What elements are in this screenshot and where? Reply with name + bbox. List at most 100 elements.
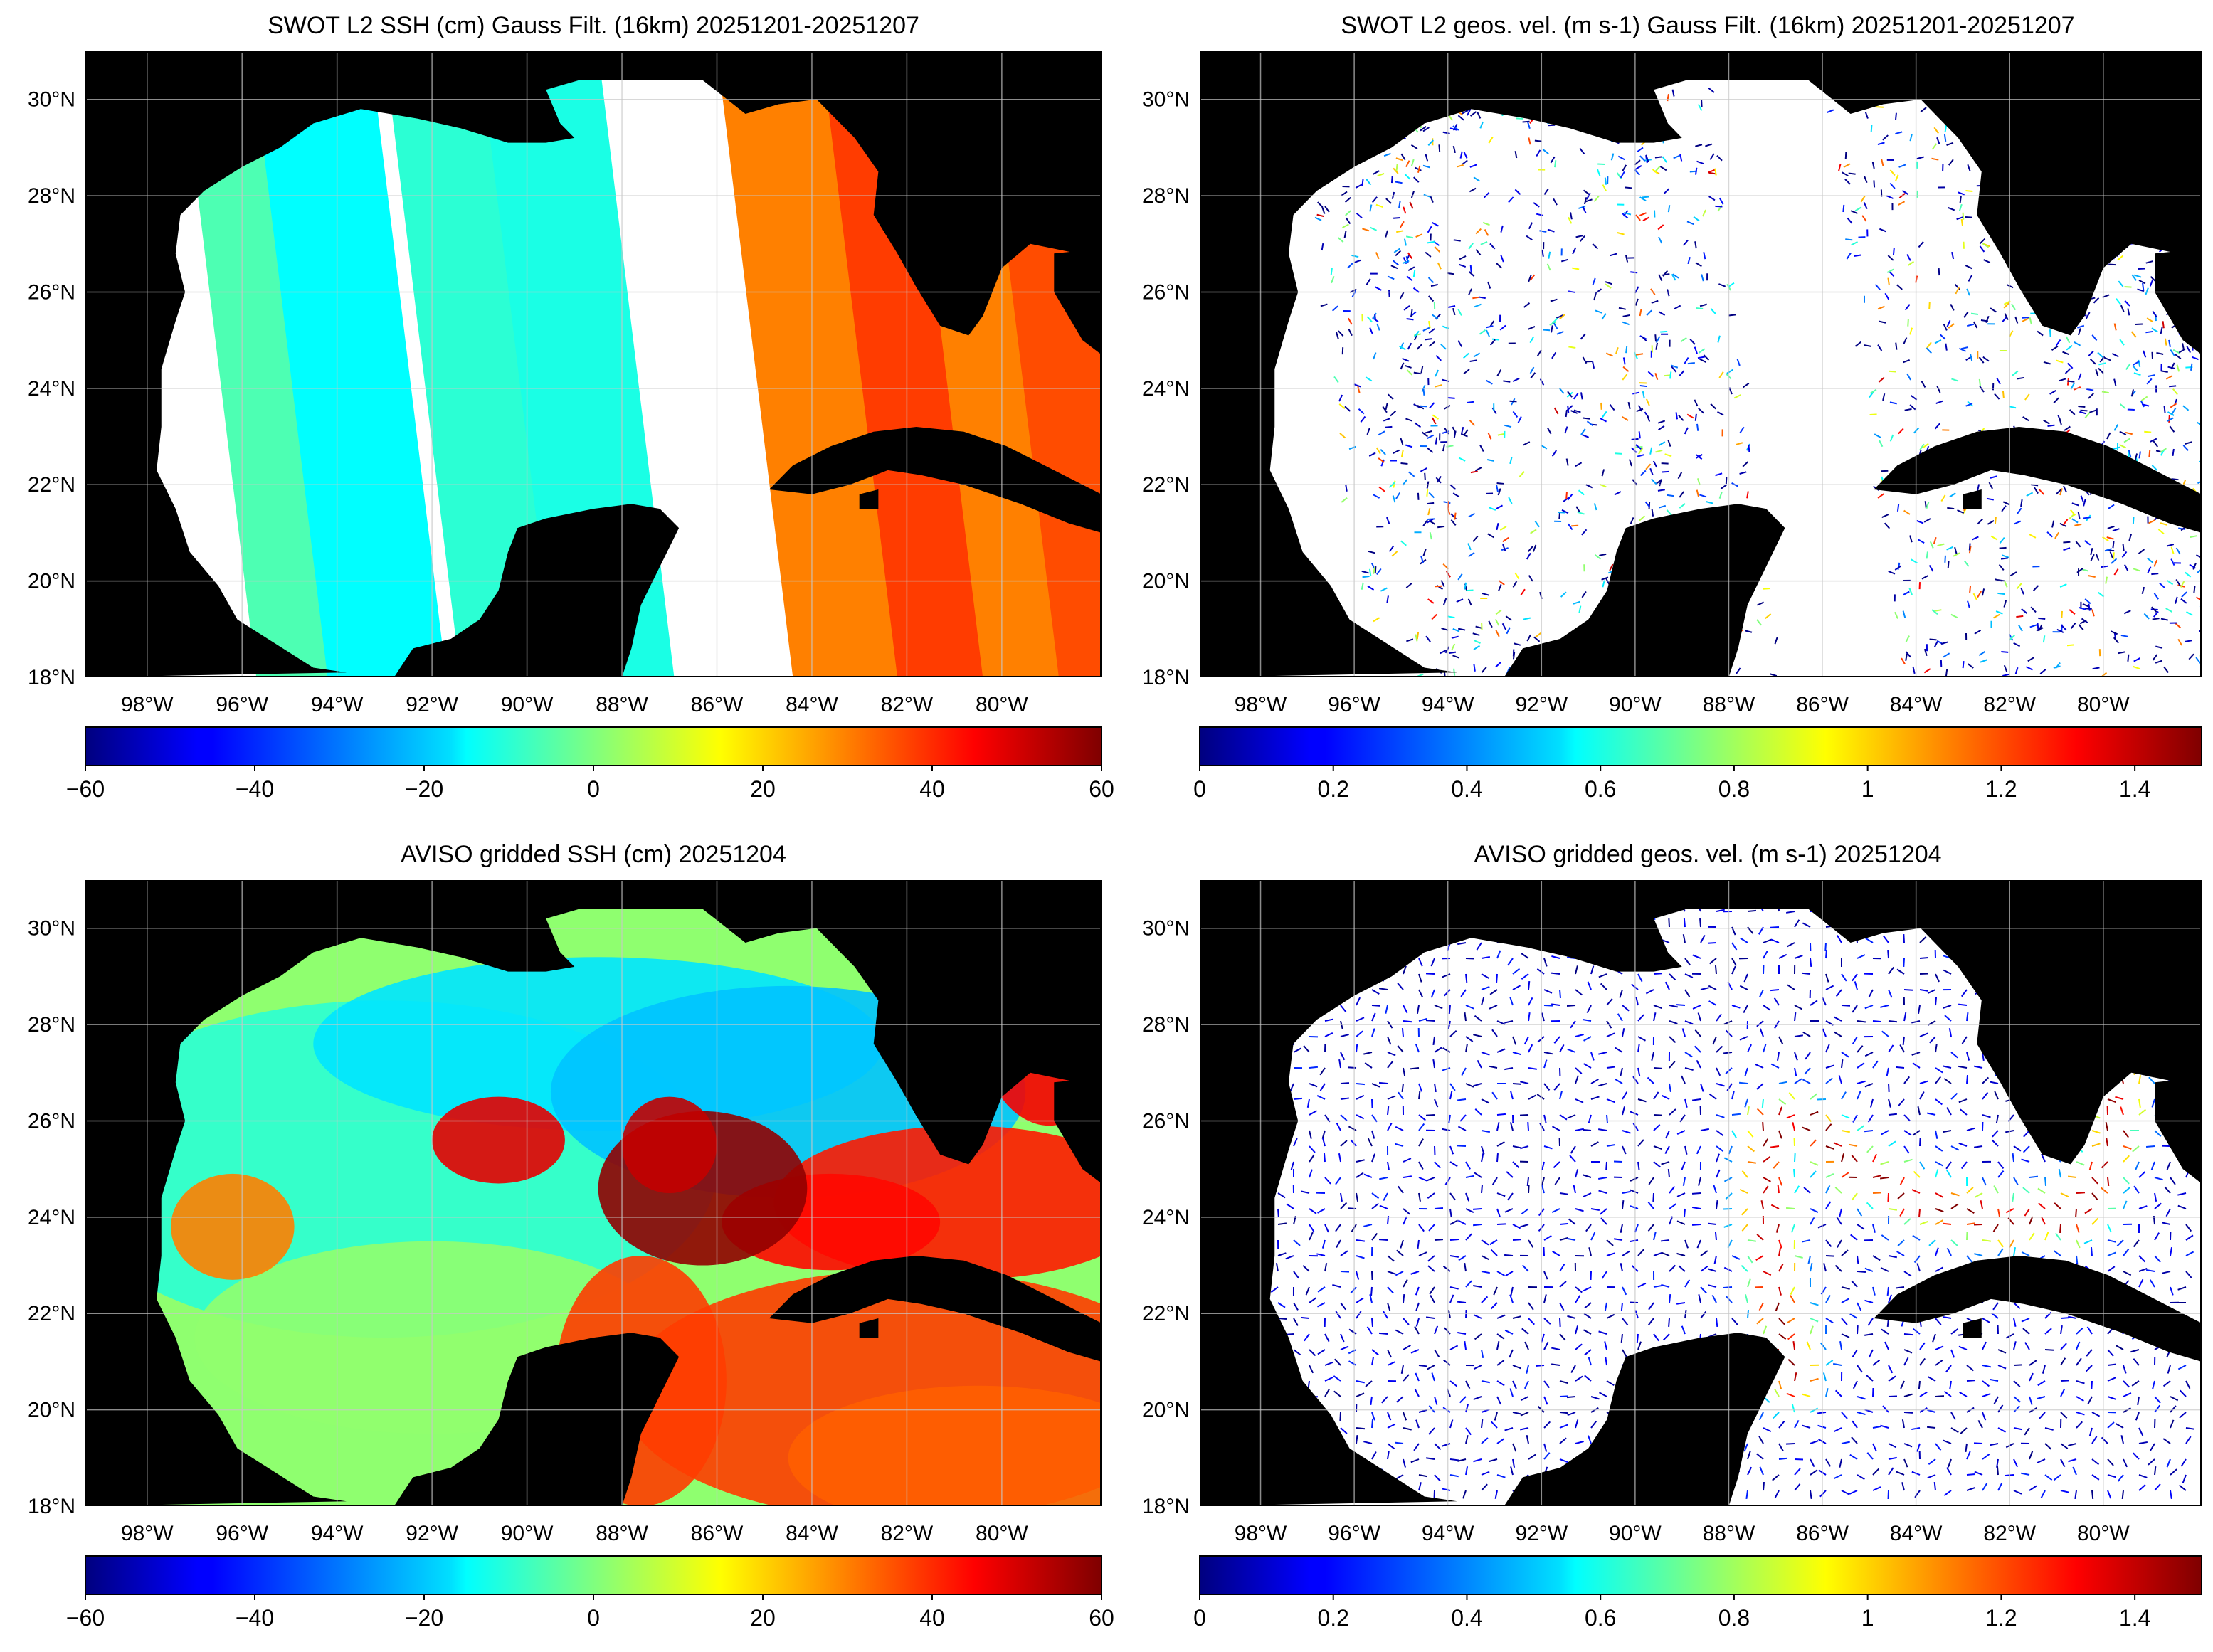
vector-arrow (1757, 601, 1765, 606)
vector-arrow (1935, 1443, 1942, 1451)
vector-arrow (1512, 377, 1520, 382)
vector-arrow (2044, 1443, 2052, 1450)
vector-arrow (2021, 1251, 2030, 1256)
vector-arrow (1435, 384, 1442, 388)
vector-arrow (1429, 1286, 1435, 1295)
vector-arrow (2029, 1451, 2034, 1460)
vector-arrow (1442, 1047, 1451, 1053)
vector-arrow (1374, 566, 1377, 574)
vector-arrow (1874, 433, 1881, 438)
vector-arrow (1639, 196, 1647, 202)
vector-arrow (1888, 1098, 1891, 1108)
lon-tick-label: 80°W (2077, 1522, 2130, 1545)
vector-arrow (2170, 546, 2175, 554)
vector-arrow (1750, 677, 1755, 683)
vector-arrow (1512, 1380, 1517, 1389)
vector-arrow (1435, 437, 1438, 445)
vector-arrow (1572, 247, 1577, 255)
vector-arrow (1731, 1091, 1735, 1100)
vector-arrow (1270, 1286, 1279, 1293)
vector-arrow (1679, 370, 1685, 376)
vector-arrow (1496, 482, 1504, 485)
vector-arrow (1906, 254, 1911, 261)
land-layer (1200, 880, 2202, 1506)
vector-arrow (1872, 1359, 1881, 1366)
vector-arrow (1804, 1067, 1811, 1075)
lon-tick-labels: 98°W 96°W 94°W 92°W 90°W 88°W 86°W 84°W 82°W 80°W (121, 1522, 1028, 1545)
vector-arrow (2043, 361, 2051, 365)
lat-tick-label: 28°N (1142, 184, 1190, 208)
vector-arrow (1543, 1421, 1551, 1429)
grid-layer (1200, 51, 2202, 677)
vector-arrow (1990, 1443, 1999, 1446)
vector-arrow (1381, 1396, 1388, 1404)
vector-arrow (1575, 989, 1583, 996)
vector-arrow (1889, 434, 1894, 442)
vector-arrow (1888, 1467, 1894, 1476)
vector-arrow (1946, 1247, 1952, 1256)
vector-arrow (1696, 1145, 1701, 1155)
lon-tick-label: 98°W (1235, 1522, 1287, 1545)
vector-arrow (1366, 179, 1372, 186)
vector-arrow (2074, 341, 2081, 346)
vector-arrow (1428, 492, 1435, 499)
vector-arrow (1889, 401, 1897, 405)
vector-arrow (1582, 434, 1590, 438)
vector-arrow (2076, 1396, 2084, 1402)
vector-arrow (1837, 935, 1842, 943)
vector-arrow (1949, 492, 1956, 498)
vector-arrow (1861, 215, 1867, 222)
panel-title: AVISO gridded SSH (cm) 20251204 (401, 841, 786, 868)
vector-arrow (1639, 309, 1642, 317)
vector-arrow (2148, 374, 2155, 378)
vector-arrow (1834, 1031, 1842, 1037)
vector-arrow (2146, 1269, 2155, 1272)
vector-arrow (1710, 307, 1716, 314)
vector-arrow (1520, 588, 1526, 595)
vector-arrow (1662, 272, 1670, 276)
vector-arrow (1427, 240, 1435, 244)
vector-arrow (1442, 1128, 1451, 1131)
vector-arrow (1324, 1018, 1333, 1022)
vector-arrow (1877, 305, 1885, 310)
vector-arrow (1373, 352, 1377, 360)
vector-arrow (1432, 414, 1440, 420)
vector-arrow (1755, 1064, 1764, 1069)
vector-arrow (1371, 1028, 1375, 1037)
vector-arrow (1699, 494, 1707, 498)
vector-arrow (2155, 660, 2162, 664)
vector-arrow (2076, 1421, 2083, 1429)
vector-arrow (2123, 1380, 2130, 1388)
vector-arrow (1863, 202, 1868, 210)
vector-arrow (2088, 1161, 2093, 1170)
lat-tick-labels: 18°N20°N22°N24°N26°N28°N30°N (28, 917, 75, 1518)
vector-arrow (1347, 263, 1353, 269)
vector-arrow (1347, 317, 1353, 325)
vector-arrow (1319, 1083, 1326, 1091)
vector-arrow (1496, 1333, 1505, 1340)
vector-arrow (1387, 1412, 1392, 1421)
vector-arrow (2127, 308, 2130, 316)
vector-arrow (2143, 613, 2150, 620)
vector-arrow (1427, 139, 1434, 146)
vector-arrow (2060, 1192, 2069, 1198)
vector-arrow (1665, 1130, 1670, 1139)
vector-arrow (2186, 346, 2192, 354)
vector-arrow (2165, 375, 2173, 380)
vector-arrow (2154, 1404, 2160, 1413)
vector-arrow (1427, 508, 1431, 516)
vector-arrow (1465, 958, 1475, 960)
vector-arrow (1833, 1474, 1842, 1480)
vector-arrow (1403, 1020, 1412, 1023)
vector-arrow (1896, 1471, 1905, 1476)
vector-arrow (2207, 560, 2211, 566)
vector-arrow (1647, 1224, 1654, 1232)
vector-arrow (1395, 1126, 1404, 1131)
vector-arrow (2153, 610, 2159, 618)
vector-arrow (1770, 1204, 1780, 1209)
vector-arrow (1980, 659, 1987, 663)
vector-arrow (1413, 176, 1420, 183)
vector-arrow (1396, 1396, 1404, 1403)
vector-arrow (1567, 494, 1573, 501)
lon-tick-label: 88°W (596, 1522, 648, 1545)
